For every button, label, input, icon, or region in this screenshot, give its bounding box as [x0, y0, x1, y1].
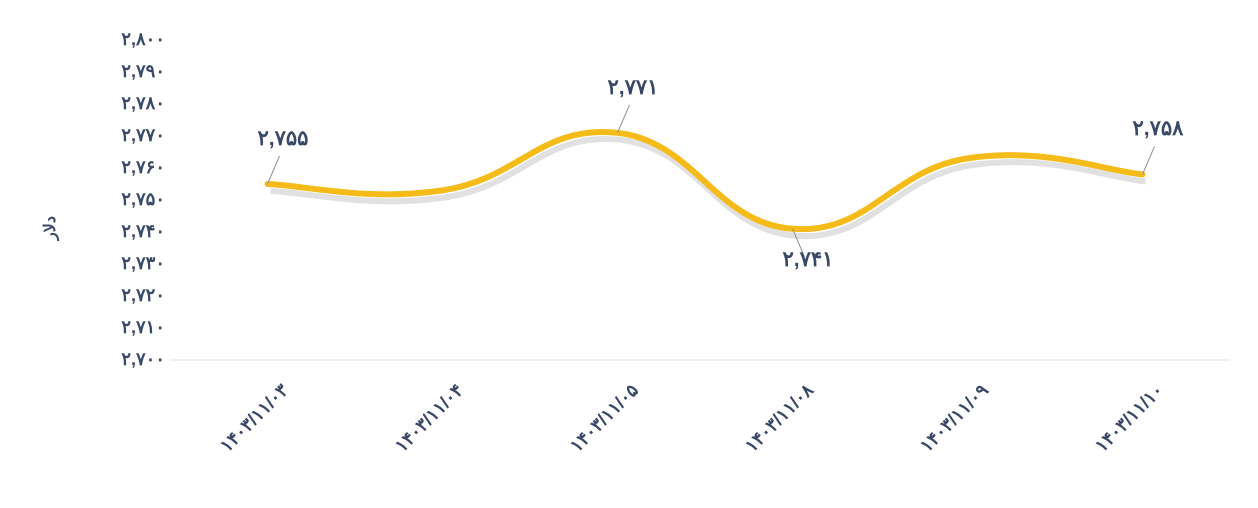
y-tick-label: ۲,۷۰۰	[85, 349, 165, 370]
y-tick-label: ۲,۷۸۰	[85, 93, 165, 114]
x-tick-label: ۱۴۰۳/۱۱/۰۴	[375, 380, 468, 473]
y-axis-title: دلار	[40, 180, 60, 240]
data-point-label: ۲,۷۵۵	[258, 126, 309, 151]
x-tick-label: ۱۴۰۳/۱۱/۱۰	[1075, 380, 1168, 473]
price-chart: دلار ۲,۸۰۰ ۲,۷۹۰ ۲,۷۸۰ ۲,۷۷۰ ۲,۷۶۰ ۲,۷۵۰ ۲,۷۴۰…	[0, 0, 1258, 508]
y-tick-label: ۲,۷۷۰	[85, 125, 165, 146]
x-tick-label: ۱۴۰۳/۱۱/۰۳	[200, 380, 293, 473]
plot-area	[180, 40, 1230, 360]
y-tick-label: ۲,۸۰۰	[85, 29, 165, 50]
y-tick-label: ۲,۷۹۰	[85, 61, 165, 82]
x-tick-label: ۱۴۰۳/۱۱/۰۵	[550, 380, 643, 473]
series-line	[268, 132, 1143, 229]
x-tick-label: ۱۴۰۳/۱۱/۰۸	[725, 380, 818, 473]
y-tick-label: ۲,۷۲۰	[85, 285, 165, 306]
y-tick-label: ۲,۷۴۰	[85, 221, 165, 242]
data-point-label: ۲,۷۵۸	[1133, 116, 1184, 141]
data-point-label: ۲,۷۷۱	[608, 75, 659, 100]
y-tick-label: ۲,۷۵۰	[85, 189, 165, 210]
y-tick-label: ۲,۷۱۰	[85, 317, 165, 338]
y-tick-label: ۲,۷۳۰	[85, 253, 165, 274]
data-point-label: ۲,۷۴۱	[783, 247, 834, 272]
x-tick-label: ۱۴۰۳/۱۱/۰۹	[900, 380, 993, 473]
y-tick-label: ۲,۷۶۰	[85, 157, 165, 178]
